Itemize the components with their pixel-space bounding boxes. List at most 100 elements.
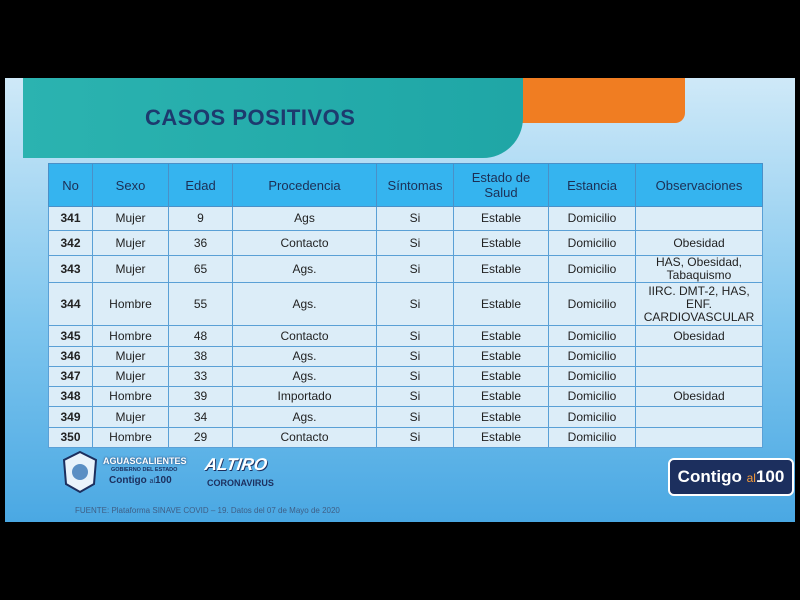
header-cell: Observaciones: [635, 163, 763, 207]
badge-word: Contigo: [677, 467, 742, 486]
table-cell: 48: [168, 325, 233, 347]
table-cell: Domicilio: [548, 206, 636, 231]
table-cell: Domicilio: [548, 427, 636, 448]
header-cell: Procedencia: [232, 163, 377, 207]
table-cell: Mujer: [92, 255, 169, 283]
table-cell: Si: [376, 386, 454, 407]
table-row: 347 Mujer 33 Ags. Si Estable Domicilio: [48, 366, 763, 387]
table-cell: Mujer: [92, 366, 169, 387]
slogan-word: 100: [155, 475, 172, 486]
table-cell: Mujer: [92, 406, 169, 428]
table-cell: 344: [48, 282, 93, 326]
slogan-word: al: [149, 478, 155, 485]
table-cell: Estable: [453, 282, 549, 326]
header-cell: Estancia: [548, 163, 636, 207]
table-cell: Estable: [453, 206, 549, 231]
table-cell: 29: [168, 427, 233, 448]
badge-word: 100: [755, 467, 785, 486]
table-cell: [635, 346, 763, 367]
table-cell: 65: [168, 255, 233, 283]
table-cell: Si: [376, 427, 454, 448]
table-cell: 345: [48, 325, 93, 347]
table-row: 346 Mujer 38 Ags. Si Estable Domicilio: [48, 346, 763, 367]
slogan-word: Contigo: [109, 475, 147, 486]
table-cell: 348: [48, 386, 93, 407]
table-cell: Mujer: [92, 230, 169, 256]
table-cell: Contacto: [232, 325, 377, 347]
table-row: 341 Mujer 9 Ags Si Estable Domicilio: [48, 206, 763, 231]
table-cell: 347: [48, 366, 93, 387]
table-cell: 36: [168, 230, 233, 256]
state-logo-subtitle: GOBIERNO DEL ESTADO: [111, 467, 178, 473]
table-cell: Hombre: [92, 325, 169, 347]
table-cell: Estable: [453, 346, 549, 367]
table-cell: 349: [48, 406, 93, 428]
table-cell: Estable: [453, 427, 549, 448]
badge: Contigo al100: [668, 458, 794, 496]
table-cell: Estable: [453, 366, 549, 387]
table-cell: Domicilio: [548, 406, 636, 428]
table-cell: Estable: [453, 325, 549, 347]
table-row: 350 Hombre 29 Contacto Si Estable Domicilio: [48, 427, 763, 448]
table-cell: Contacto: [232, 230, 377, 256]
table-cell: Domicilio: [548, 255, 636, 283]
table-cell: Domicilio: [548, 325, 636, 347]
table-cell: Contacto: [232, 427, 377, 448]
header-cell: No: [48, 163, 93, 207]
table-cell: Si: [376, 230, 454, 256]
table-row: 348 Hombre 39 Importado Si Estable Domicilio Ob…: [48, 386, 763, 407]
table-cell: Domicilio: [548, 282, 636, 326]
badge-word: al: [746, 471, 756, 485]
table-cell: Estable: [453, 255, 549, 283]
table-row: 344 Hombre 55 Ags. Si Estable Domicilio IIRC. D…: [48, 282, 763, 326]
table-cell: 350: [48, 427, 93, 448]
table-row: 345 Hombre 48 Contacto Si Estable Domicilio Obe…: [48, 325, 763, 347]
table-cell: Si: [376, 282, 454, 326]
table-cell: HAS, Obesidad, Tabaquismo: [635, 255, 763, 283]
table-cell: Hombre: [92, 282, 169, 326]
header-cell: Sexo: [92, 163, 169, 207]
table-cell: Domicilio: [548, 346, 636, 367]
table-cell: Domicilio: [548, 386, 636, 407]
state-logo-slogan: Contigo al100: [109, 475, 172, 486]
table-cell: Estable: [453, 406, 549, 428]
table-body: 341 Mujer 9 Ags Si Estable Domicilio 342 Mujer 36…: [48, 206, 763, 448]
table-cell: 9: [168, 206, 233, 231]
table-cell: Hombre: [92, 386, 169, 407]
table-cell: 38: [168, 346, 233, 367]
table-cell: Ags.: [232, 282, 377, 326]
cases-table: No Sexo Edad Procedencia Síntomas Estado de S…: [48, 163, 763, 448]
source-note: FUENTE: Plataforma SINAVE COVID – 19. Da…: [75, 506, 340, 515]
table-cell: 34: [168, 406, 233, 428]
table-cell: [635, 427, 763, 448]
table-cell: Obesidad: [635, 386, 763, 407]
header-cell: Estado de Salud: [453, 163, 549, 207]
table-cell: Si: [376, 346, 454, 367]
table-cell: Mujer: [92, 346, 169, 367]
table-cell: Estable: [453, 386, 549, 407]
table-cell: [635, 406, 763, 428]
table-cell: Mujer: [92, 206, 169, 231]
header-cell: Edad: [168, 163, 233, 207]
table-cell: [635, 366, 763, 387]
table-row: 343 Mujer 65 Ags. Si Estable Domicilio HAS, Obe…: [48, 255, 763, 283]
table-cell: Si: [376, 366, 454, 387]
table-cell: Si: [376, 325, 454, 347]
table-cell: [635, 206, 763, 231]
state-emblem: [62, 450, 98, 494]
table-cell: Ags: [232, 206, 377, 231]
header-cell: Síntomas: [376, 163, 454, 207]
slide: CASOS POSITIVOS No Sexo Edad Procedencia Sín…: [5, 78, 795, 522]
table-cell: Estable: [453, 230, 549, 256]
title-banner: [23, 78, 523, 158]
campaign-logo-subtitle: CORONAVIRUS: [207, 478, 274, 488]
table-cell: 341: [48, 206, 93, 231]
table-cell: 343: [48, 255, 93, 283]
table-row: 349 Mujer 34 Ags. Si Estable Domicilio: [48, 406, 763, 428]
table-cell: Importado: [232, 386, 377, 407]
title: CASOS POSITIVOS: [145, 105, 356, 130]
state-logo-name: AGUASCALIENTES: [103, 456, 187, 466]
table-cell: Ags.: [232, 346, 377, 367]
table-cell: 342: [48, 230, 93, 256]
